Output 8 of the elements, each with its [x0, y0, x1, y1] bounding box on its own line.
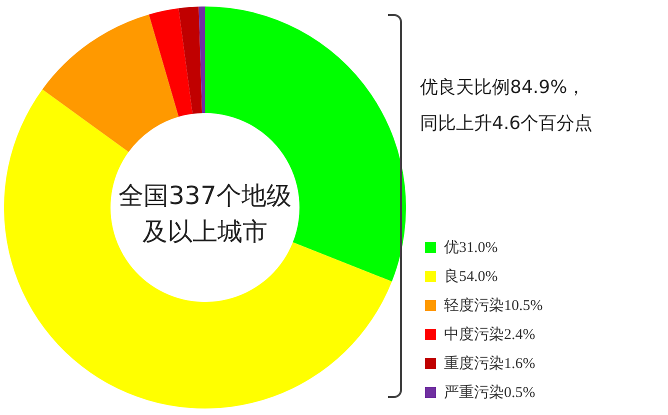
legend-label: 良54.0%	[444, 268, 498, 286]
legend-label: 中度污染2.4%	[444, 325, 536, 344]
text: 优良天比例84.9%，同比上升4.6个百分点	[420, 76, 594, 136]
text: 全国337个地级及以上城市	[118, 180, 292, 248]
legend-label: 重度污染1.6%	[444, 354, 536, 373]
legend-label: 轻度污染10.5%	[444, 296, 543, 315]
legend-label: 严重污染0.5%	[444, 384, 536, 402]
legend-label: 优31.0%	[444, 239, 498, 257]
